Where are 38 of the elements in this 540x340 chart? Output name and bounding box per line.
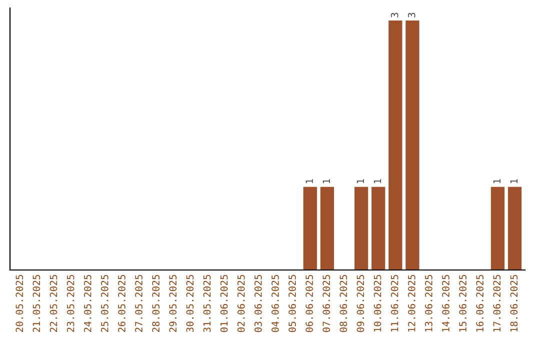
x-tick-label: 12.06.2025 (408, 274, 416, 332)
data-label: 1 (510, 179, 518, 184)
x-tick-label: 15.06.2025 (459, 274, 466, 332)
x-tick-label: 30.05.2025 (186, 274, 194, 332)
x-tick-label: 06.06.2025 (306, 274, 313, 332)
x-tick-label: 14.06.2025 (442, 274, 450, 332)
data-label: 3 (390, 12, 398, 18)
x-tick-label: 10.06.2025 (374, 274, 382, 332)
x-tick-label: 18.06.2025 (510, 274, 518, 332)
x-tick-label: 01.06.2025 (220, 274, 228, 332)
data-label: 3 (408, 12, 416, 18)
x-tick-label: 07.06.2025 (322, 274, 330, 332)
x-tick-label: 03.06.2025 (254, 274, 262, 332)
x-tick-label: 17.06.2025 (493, 274, 501, 332)
x-tick-label: 23.05.2025 (66, 274, 74, 332)
x-tick-label: 09.06.2025 (356, 274, 364, 332)
x-tick-label: 20.05.2025 (16, 274, 24, 332)
x-tick-label: 21.05.2025 (32, 274, 40, 332)
x-tick-label: 13.06.2025 (424, 274, 432, 332)
x-tick-label: 08.06.2025 (340, 274, 348, 332)
data-label: 1 (356, 179, 364, 184)
x-tick-label: 29.05.2025 (169, 274, 177, 332)
x-tick-label: 05.06.2025 (288, 274, 296, 332)
x-tick-label: 26.05.2025 (118, 274, 126, 332)
data-label: 1 (374, 179, 382, 184)
x-tick-label: 16.06.2025 (476, 274, 484, 332)
data-label: 1 (306, 179, 313, 184)
x-tick-label: 24.05.2025 (84, 274, 92, 332)
x-tick-label: 11.06.2025 (390, 274, 398, 332)
x-tick-label: 28.05.2025 (152, 274, 160, 332)
x-tick-label: 04.06.2025 (272, 274, 279, 332)
x-tick-label: 31.05.2025 (203, 274, 211, 332)
x-tick-label: 25.05.2025 (100, 274, 108, 332)
data-label: 1 (322, 179, 330, 184)
x-tick-label: 22.05.2025 (50, 274, 58, 332)
x-tick-label: 02.06.2025 (237, 274, 245, 332)
x-tick-label: 27.05.2025 (135, 274, 142, 332)
data-label: 1 (493, 179, 500, 184)
